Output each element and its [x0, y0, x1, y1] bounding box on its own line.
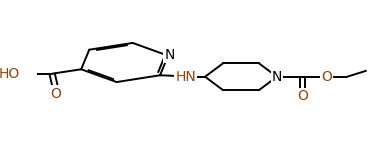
Text: N: N: [165, 48, 175, 62]
Text: O: O: [50, 87, 61, 101]
Text: HO: HO: [0, 67, 20, 81]
Text: HN: HN: [175, 70, 196, 84]
Text: N: N: [272, 70, 282, 84]
Text: O: O: [297, 89, 308, 103]
Text: O: O: [321, 70, 332, 84]
